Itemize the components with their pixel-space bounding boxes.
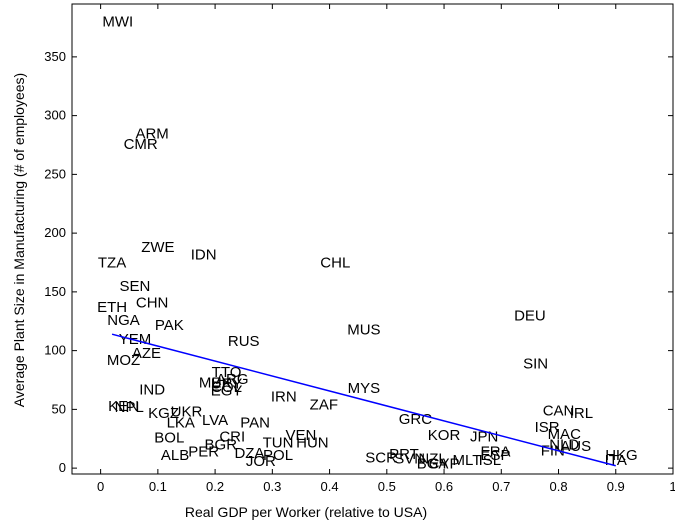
point-label-pak: PAK: [155, 317, 184, 334]
y-tick-label: 350: [44, 49, 66, 64]
y-tick-label: 250: [44, 166, 66, 181]
x-tick-label: 0.8: [549, 479, 567, 494]
point-label-fin: FIN: [541, 443, 565, 460]
point-label-ven: VEN: [286, 427, 317, 444]
x-tick-label: 0.7: [492, 479, 510, 494]
point-label-sin: SIN: [523, 356, 548, 373]
point-label-yem: YEM: [119, 331, 152, 348]
point-label-kor: KOR: [428, 427, 461, 444]
x-tick-label: 0: [97, 479, 104, 494]
point-label-irl: IRL: [570, 405, 593, 422]
x-tick-label: 0.1: [149, 479, 167, 494]
point-label-zwe: ZWE: [141, 239, 174, 256]
point-label-ukr: UKR: [171, 404, 203, 421]
point-label-nga: NGA: [107, 312, 140, 329]
point-label-tto: TTO: [212, 364, 242, 381]
point-label-per: PER: [188, 444, 219, 461]
x-tick-label: 0.9: [607, 479, 625, 494]
point-label-mlt: MLT: [452, 452, 481, 469]
point-label-hkg: HKG: [605, 447, 638, 464]
point-label-pol: POL: [263, 447, 293, 464]
point-label-zaf: ZAF: [310, 397, 338, 414]
point-label-pan: PAN: [240, 414, 270, 431]
y-axis-title: Average Plant Size in Manufacturing (# o…: [11, 73, 27, 407]
point-label-mac: MAC: [548, 426, 582, 443]
point-label-aze: AZE: [132, 345, 161, 362]
x-tick-label: 0.3: [263, 479, 281, 494]
point-label-mys: MYS: [348, 380, 381, 397]
point-label-fra: FRA: [481, 444, 511, 461]
point-label-egy: EGY: [211, 383, 243, 400]
point-label-mus: MUS: [347, 321, 380, 338]
trend-line: [111, 333, 616, 467]
x-tick-label: 0.6: [435, 479, 453, 494]
point-label-tun: TUN: [263, 434, 294, 451]
point-label-scr: SCR: [365, 450, 397, 467]
y-axis-ticks: 0 50 100 150 200 250 300 350: [44, 49, 673, 475]
point-label-prt: PRT: [389, 446, 419, 463]
y-tick-label: 150: [44, 284, 66, 299]
point-label-lva: LVA: [202, 412, 228, 429]
point-label-col: COL: [211, 379, 242, 396]
point-label-ind: IND: [139, 381, 165, 398]
point-label-arg: ARG: [216, 371, 249, 388]
point-label-mex: MEX: [199, 374, 232, 391]
point-label-can: CAN: [543, 403, 575, 420]
point-label-lka: LKA: [167, 414, 195, 431]
point-label-kgz: KGZ: [148, 405, 179, 422]
point-label-deu: DEU: [514, 307, 546, 324]
y-tick-label: 300: [44, 108, 66, 123]
point-label-irn: IRN: [271, 388, 297, 405]
point-label-alb: ALB: [161, 447, 189, 464]
point-label-bga: BGA: [417, 455, 449, 472]
y-tick-label: 0: [59, 460, 66, 475]
point-label-nld: NLD: [549, 437, 579, 454]
plot-area: [71, 3, 674, 475]
point-label-hun: HUN: [296, 434, 329, 451]
point-label-ury: URY: [211, 376, 242, 393]
point-label-isr: ISR: [535, 419, 560, 436]
x-tick-label: 0.4: [321, 479, 339, 494]
point-label-jor: JOR: [246, 453, 276, 470]
point-label-eth: ETH: [97, 299, 127, 316]
point-label-svn: SVN: [394, 451, 425, 468]
point-label-arm: ARM: [135, 125, 168, 142]
x-tick-label: 0.2: [206, 479, 224, 494]
point-label-npl: NPL: [115, 399, 144, 416]
point-label-cmr: CMR: [124, 136, 158, 153]
point-label-dza: DZA: [234, 445, 264, 462]
point-label-chn: CHN: [136, 294, 169, 311]
y-tick-label: 100: [44, 343, 66, 358]
point-label-moz: MOZ: [107, 352, 140, 369]
point-label-tza: TZA: [98, 255, 126, 272]
point-label-ita: ITA: [605, 452, 627, 469]
point-label-idn: IDN: [191, 246, 217, 263]
point-label-esp: ESP: [481, 447, 511, 464]
point-label-chl: CHL: [320, 255, 350, 272]
y-tick-label: 50: [52, 401, 66, 416]
point-label-isl: ISL: [479, 452, 502, 469]
x-tick-label: 1: [669, 479, 675, 494]
point-label-cyp: CYP: [429, 455, 460, 472]
point-label-ken: KEN: [108, 398, 139, 415]
y-tick-label: 200: [44, 225, 66, 240]
point-label-rus: RUS: [228, 333, 260, 350]
x-tick-label: 0.5: [378, 479, 396, 494]
x-axis-ticks: 0 0.1 0.2 0.3 0.4 0.5 0.6 0.7 0.8 0.9 1: [97, 4, 675, 494]
point-label-sen: SEN: [120, 278, 151, 295]
point-label-mwi: MWI: [102, 14, 133, 31]
point-label-cri: CRI: [219, 428, 245, 445]
x-axis-title: Real GDP per Worker (relative to USA): [185, 504, 427, 520]
point-label-nzl: NZL: [418, 451, 446, 468]
point-label-bol: BOL: [154, 430, 184, 447]
point-label-aus: AUS: [560, 438, 591, 455]
point-label-bgr: BGR: [205, 437, 238, 454]
